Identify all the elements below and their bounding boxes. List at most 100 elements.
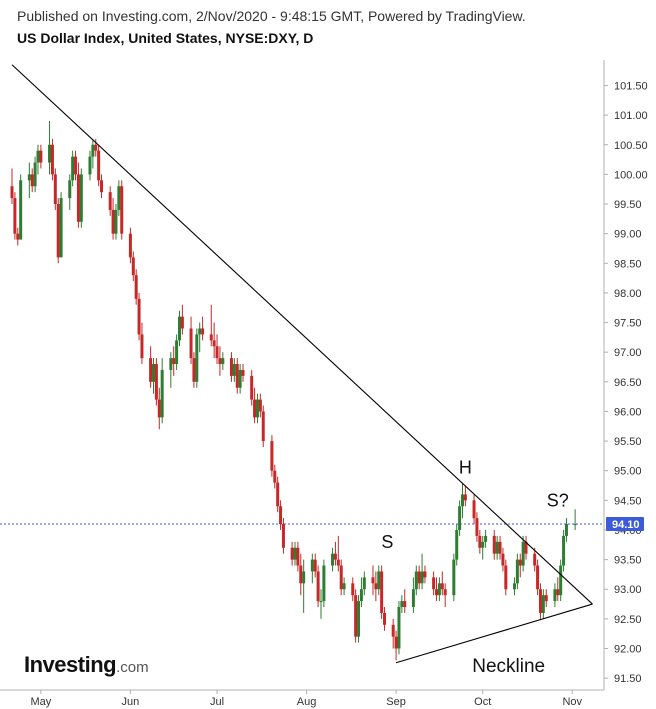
candle[interactable] xyxy=(423,565,427,584)
candle[interactable] xyxy=(538,583,542,619)
candle[interactable] xyxy=(50,138,54,181)
candle[interactable] xyxy=(371,565,375,596)
candle[interactable] xyxy=(310,553,314,584)
candle[interactable] xyxy=(458,500,462,536)
candle[interactable] xyxy=(333,541,337,566)
candle[interactable] xyxy=(432,571,436,596)
candle[interactable] xyxy=(36,144,40,175)
candle[interactable] xyxy=(504,559,508,596)
candle[interactable] xyxy=(394,630,398,661)
candle[interactable] xyxy=(241,364,245,382)
candle[interactable] xyxy=(299,553,303,596)
candle[interactable] xyxy=(435,577,439,602)
candle[interactable] xyxy=(157,387,161,430)
candle[interactable] xyxy=(160,358,164,424)
candle[interactable] xyxy=(279,500,283,530)
candle[interactable] xyxy=(331,547,335,572)
chart-title[interactable]: US Dollar Index, United States, NYSE:DXY… xyxy=(17,30,314,46)
candle[interactable] xyxy=(417,565,421,590)
candle[interactable] xyxy=(495,535,499,560)
candle[interactable] xyxy=(91,138,95,169)
candle[interactable] xyxy=(455,524,459,566)
candle[interactable] xyxy=(533,547,537,572)
candle[interactable] xyxy=(175,334,179,370)
candle[interactable] xyxy=(400,595,404,613)
candle[interactable] xyxy=(56,198,60,264)
candle[interactable] xyxy=(541,589,545,619)
candle[interactable] xyxy=(518,553,522,578)
candle[interactable] xyxy=(71,150,75,187)
candle[interactable] xyxy=(117,180,121,216)
candle[interactable] xyxy=(498,535,502,560)
candle[interactable] xyxy=(16,227,20,246)
candle[interactable] xyxy=(276,476,280,513)
candle[interactable] xyxy=(501,547,505,572)
resistance-trendline[interactable] xyxy=(11,64,593,605)
candle[interactable] xyxy=(27,162,31,199)
candle[interactable] xyxy=(218,346,222,376)
candle[interactable] xyxy=(374,571,378,602)
candle[interactable] xyxy=(172,346,176,376)
candle[interactable] xyxy=(339,559,343,596)
candle[interactable] xyxy=(212,322,216,359)
candle[interactable] xyxy=(59,192,63,258)
candle[interactable] xyxy=(316,565,320,608)
candle[interactable] xyxy=(377,565,381,596)
candle[interactable] xyxy=(221,352,225,370)
candle[interactable] xyxy=(97,144,101,187)
candle[interactable] xyxy=(177,310,181,347)
candle[interactable] xyxy=(411,577,415,613)
candle[interactable] xyxy=(111,198,115,240)
candle[interactable] xyxy=(273,464,277,489)
candle[interactable] xyxy=(19,174,23,240)
candle[interactable] xyxy=(253,387,257,424)
candle[interactable] xyxy=(198,322,202,353)
candle[interactable] xyxy=(131,251,135,282)
candle[interactable] xyxy=(30,168,34,193)
candle[interactable] xyxy=(100,174,104,199)
candle[interactable] xyxy=(524,535,528,560)
candle[interactable] xyxy=(114,204,118,240)
candle[interactable] xyxy=(380,565,384,619)
candle[interactable] xyxy=(302,559,306,613)
candle[interactable] xyxy=(189,316,193,365)
candle[interactable] xyxy=(13,192,17,240)
candle[interactable] xyxy=(53,168,57,210)
candle[interactable] xyxy=(383,607,387,631)
candle[interactable] xyxy=(484,529,488,548)
candle[interactable] xyxy=(68,174,72,210)
candle[interactable] xyxy=(88,150,92,181)
candle[interactable] xyxy=(108,186,112,216)
candle[interactable] xyxy=(573,509,577,530)
candle[interactable] xyxy=(229,352,233,382)
candle[interactable] xyxy=(357,595,361,643)
candle[interactable] xyxy=(10,168,14,205)
candle[interactable] xyxy=(414,565,418,596)
candle[interactable] xyxy=(195,328,199,388)
candle[interactable] xyxy=(238,364,242,394)
candle[interactable] xyxy=(48,121,52,175)
candle[interactable] xyxy=(319,589,323,619)
candle[interactable] xyxy=(521,535,525,572)
candle[interactable] xyxy=(460,482,464,519)
candle[interactable] xyxy=(76,162,80,228)
candle[interactable] xyxy=(134,269,138,305)
candle[interactable] xyxy=(556,577,560,602)
candle[interactable] xyxy=(564,518,568,542)
candle[interactable] xyxy=(313,553,317,578)
candle[interactable] xyxy=(149,346,153,388)
candle[interactable] xyxy=(443,583,447,608)
candle[interactable] xyxy=(209,304,213,347)
candle[interactable] xyxy=(250,369,254,406)
candle[interactable] xyxy=(481,535,485,560)
candle[interactable] xyxy=(515,553,519,590)
candle[interactable] xyxy=(33,156,37,193)
candle[interactable] xyxy=(140,322,144,365)
candle[interactable] xyxy=(362,571,366,596)
candle[interactable] xyxy=(354,589,358,643)
candle[interactable] xyxy=(128,227,132,264)
candle[interactable] xyxy=(293,541,297,566)
candle[interactable] xyxy=(391,618,395,649)
candle[interactable] xyxy=(397,601,401,655)
